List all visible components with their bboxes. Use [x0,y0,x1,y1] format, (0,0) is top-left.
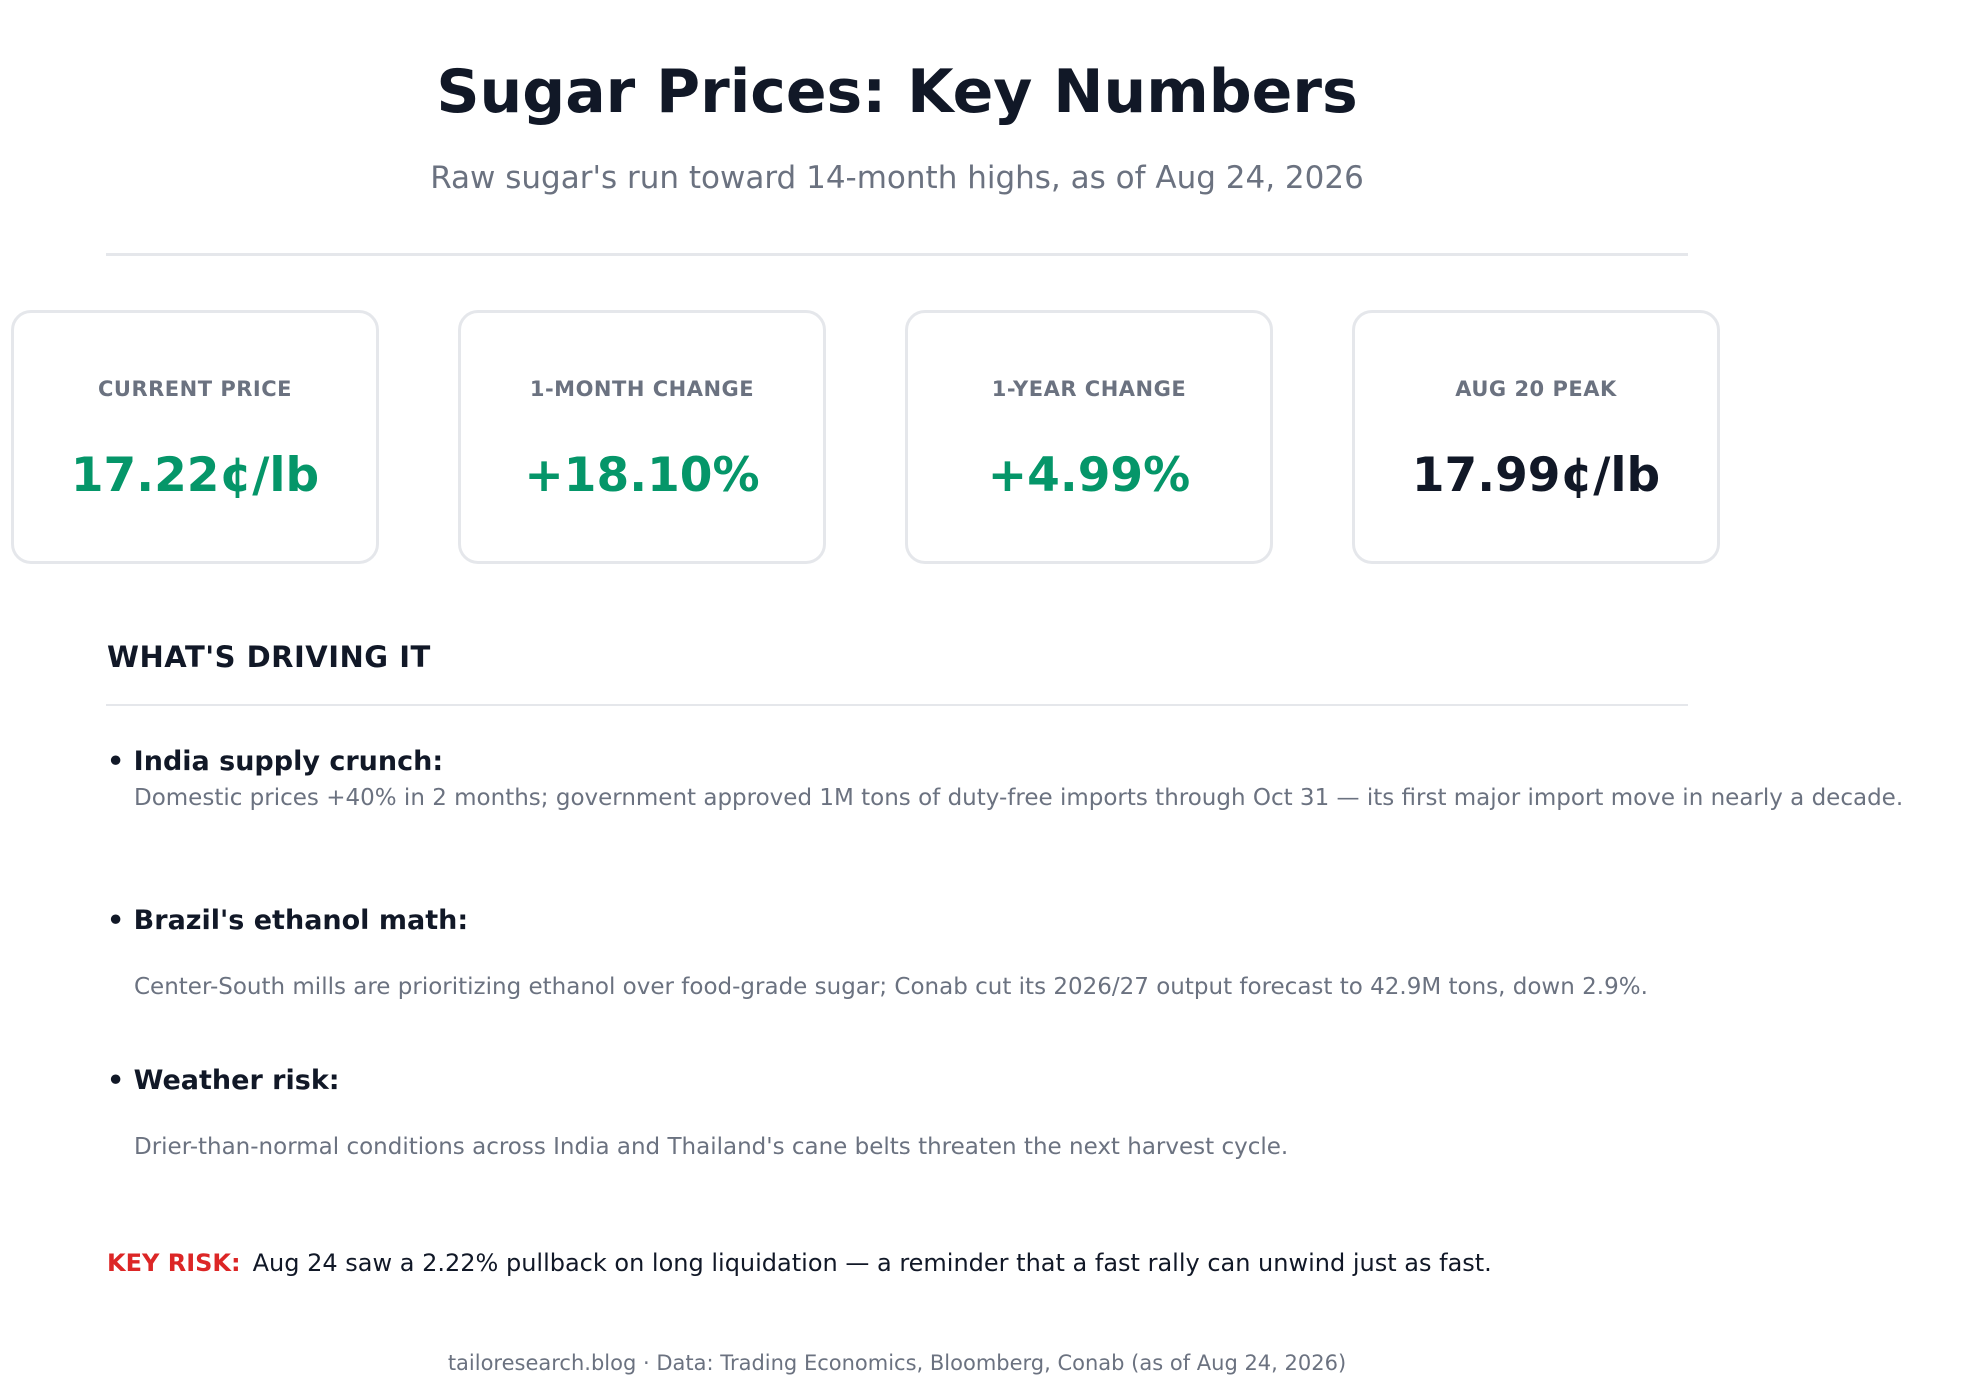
section-divider [106,704,1688,706]
driver-heading: India supply crunch: [133,746,444,777]
header-divider [106,253,1688,256]
stat-card-label: AUG 20 PEAK [1455,377,1617,401]
stat-card-1-month-change: 1-MONTH CHANGE +18.10% [458,310,826,564]
driver-heading: Brazil's ethanol math: [133,905,469,936]
driver-body: Drier-than-normal conditions across Indi… [134,1134,1289,1160]
stat-card-aug-20-peak: AUG 20 PEAK 17.99¢/lb [1352,310,1720,564]
page-subtitle: Raw sugar's run toward 14-month highs, a… [430,160,1364,196]
driver-heading: Weather risk: [133,1065,340,1096]
key-risk-text: Aug 24 saw a 2.22% pullback on long liqu… [252,1249,1492,1277]
stat-card-1-year-change: 1-YEAR CHANGE +4.99% [905,310,1273,564]
stat-card-value: 17.22¢/lb [70,448,320,503]
driver-body: Domestic prices +40% in 2 months; govern… [134,785,1904,811]
bullet-icon: • [107,1065,125,1096]
stat-card-value: +4.99% [987,448,1191,503]
stat-card-label: 1-MONTH CHANGE [529,377,755,401]
stat-card-label: 1-YEAR CHANGE [991,377,1187,401]
stat-card-value: 17.99¢/lb [1411,448,1661,503]
driver-body: Center-South mills are prioritizing etha… [134,974,1648,1000]
bullet-icon: • [107,746,125,777]
stat-card-current-price: CURRENT PRICE 17.22¢/lb [11,310,379,564]
key-risk-label: KEY RISK: [107,1249,241,1277]
key-risk: KEY RISK: Aug 24 saw a 2.22% pullback on … [107,1248,1492,1278]
driver-item-india: • India supply crunch: Domestic prices +… [107,745,1967,813]
bullet-icon: • [107,905,125,936]
driver-item-brazil: • Brazil's ethanol math: Center-South mi… [107,904,1967,1002]
stat-card-label: CURRENT PRICE [98,377,292,401]
footer-source: tailoresearch.blog · Data: Trading Econo… [447,1351,1347,1375]
stat-card-value: +18.10% [524,448,760,503]
page-title: Sugar Prices: Key Numbers [436,57,1358,127]
driver-item-weather: • Weather risk: Drier-than-normal condit… [107,1064,1967,1162]
section-title-drivers: WHAT'S DRIVING IT [107,640,431,674]
